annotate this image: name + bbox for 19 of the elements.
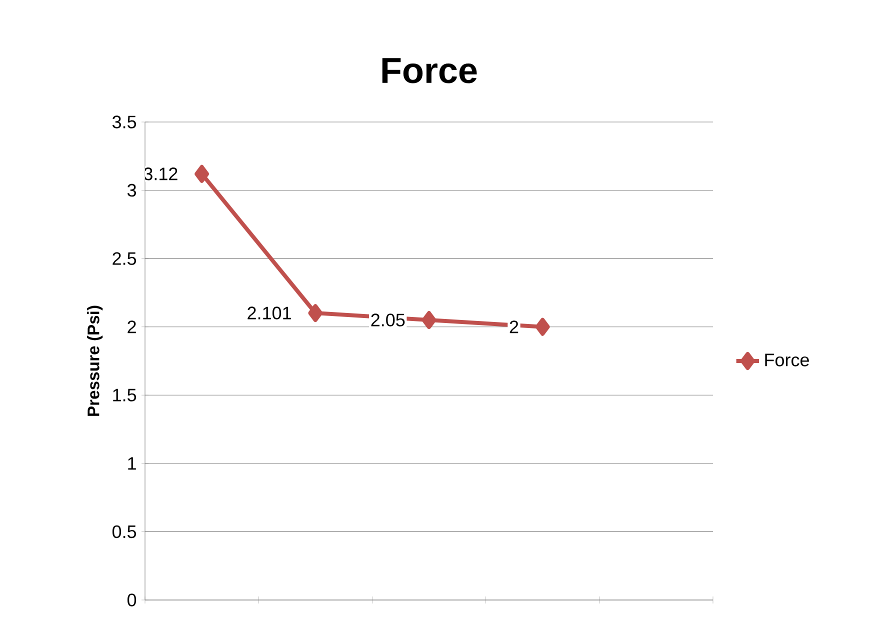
point (194, 164, 210, 183)
y-tick-label: 0 (127, 594, 136, 606)
data-label: 2.101 (248, 306, 291, 320)
y-tick-label: 2 (128, 320, 136, 334)
y-tick-label: 0.5 (112, 525, 136, 538)
y-tick-label: 3.5 (112, 116, 136, 128)
chart-title: Force (382, 58, 477, 84)
y-tick-label: 2.5 (112, 252, 136, 265)
point (308, 304, 323, 322)
data-label: 2.05 (371, 314, 405, 326)
point (535, 318, 550, 336)
y-tick-label: 3 (127, 184, 136, 197)
data-label: 2 (510, 320, 518, 334)
data-label: 3.12 (144, 168, 178, 180)
y-axis-title: Pressure (Psi) (87, 306, 103, 416)
point (422, 311, 436, 330)
y-tick-label: 1 (128, 457, 136, 470)
y-tick-label: 1.5 (113, 388, 136, 402)
legend-label: Force (765, 354, 809, 366)
